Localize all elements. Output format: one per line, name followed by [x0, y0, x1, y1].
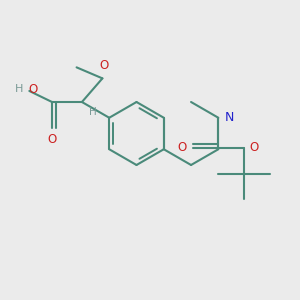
Text: O: O [47, 133, 57, 146]
Text: H: H [88, 107, 96, 117]
Text: N: N [225, 111, 234, 124]
Text: O: O [99, 59, 109, 72]
Text: O: O [178, 141, 187, 154]
Text: O: O [250, 141, 259, 154]
Text: H: H [15, 85, 23, 94]
Text: O: O [29, 83, 38, 96]
